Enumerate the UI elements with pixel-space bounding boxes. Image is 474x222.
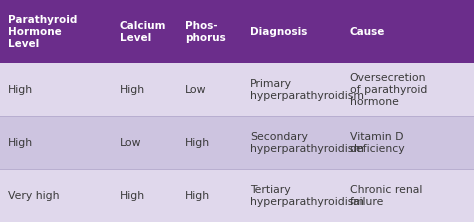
- Text: Tertiary
hyperparathyroidism: Tertiary hyperparathyroidism: [250, 184, 364, 206]
- Text: High: High: [185, 190, 210, 200]
- Text: Chronic renal
failure: Chronic renal failure: [350, 184, 422, 206]
- Text: High: High: [8, 85, 33, 95]
- Text: Low: Low: [185, 85, 206, 95]
- Text: Calcium
Level: Calcium Level: [120, 21, 166, 43]
- Bar: [0, 0, 474, 63]
- Text: Secondary
hyperparathyroidism: Secondary hyperparathyroidism: [250, 132, 364, 154]
- Text: Vitamin D
deficiency: Vitamin D deficiency: [350, 132, 405, 154]
- Text: Low: Low: [120, 138, 141, 148]
- Text: Cause: Cause: [350, 27, 385, 37]
- Text: High: High: [120, 190, 145, 200]
- Text: Phos-
phorus: Phos- phorus: [185, 21, 226, 43]
- Text: High: High: [8, 138, 33, 148]
- Text: High: High: [185, 138, 210, 148]
- Text: Parathyroid
Hormone
Level: Parathyroid Hormone Level: [8, 15, 77, 49]
- Bar: [0, 63, 474, 116]
- Text: Diagnosis: Diagnosis: [250, 27, 307, 37]
- Bar: [0, 169, 474, 222]
- Bar: [0, 116, 474, 169]
- Text: Primary
hyperparathyroidism: Primary hyperparathyroidism: [250, 79, 364, 101]
- Text: High: High: [120, 85, 145, 95]
- Text: Oversecretion
of parathyroid
hormone: Oversecretion of parathyroid hormone: [350, 73, 427, 107]
- Text: Very high: Very high: [8, 190, 60, 200]
